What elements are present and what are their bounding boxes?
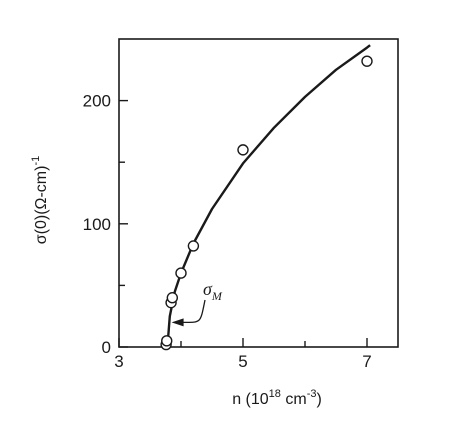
x-tick-labels: 3 5 7 (114, 352, 371, 371)
data-point (237, 144, 249, 156)
x-tick-label: 5 (238, 352, 247, 371)
x-axis-title-main: n (10 (232, 391, 269, 408)
x-axis-title-close: ) (316, 391, 321, 408)
annotation-leader (180, 299, 206, 324)
y-axis-title-exp: -1 (30, 156, 42, 166)
y-tick-label: 200 (83, 92, 111, 111)
data-point (361, 55, 373, 67)
annotation-label: σM (203, 279, 223, 303)
axis-ticks (118, 99, 368, 348)
y-tick-labels: 0 100 200 (83, 92, 111, 357)
y-tick-label: 0 (102, 338, 111, 357)
data-point (161, 335, 173, 347)
annotation-symbol: σ (203, 279, 213, 299)
data-point (175, 267, 187, 279)
x-axis-title-exp: 18 (269, 388, 281, 400)
sigma-m-annotation: σM (171, 279, 223, 327)
data-point (187, 240, 200, 252)
annotation-subscript: M (211, 289, 223, 303)
data-point (166, 292, 179, 304)
data-points (160, 55, 373, 351)
fit-curve (166, 44, 371, 348)
y-axis-title-main: σ(0)(Ω-cm) (33, 166, 50, 245)
x-tick-label: 3 (114, 352, 123, 371)
y-tick-label: 100 (83, 215, 111, 234)
annotation-arrowhead (171, 318, 184, 327)
y-axis-title: σ(0)(Ω-cm)-1 (30, 156, 50, 244)
x-axis-title: n (1018 cm-3) (232, 388, 322, 408)
x-axis-title-unit-exp: -3 (307, 388, 317, 400)
plot-frame (118, 38, 399, 348)
x-axis-title-unit: cm (281, 391, 307, 408)
x-tick-label: 7 (362, 352, 371, 371)
